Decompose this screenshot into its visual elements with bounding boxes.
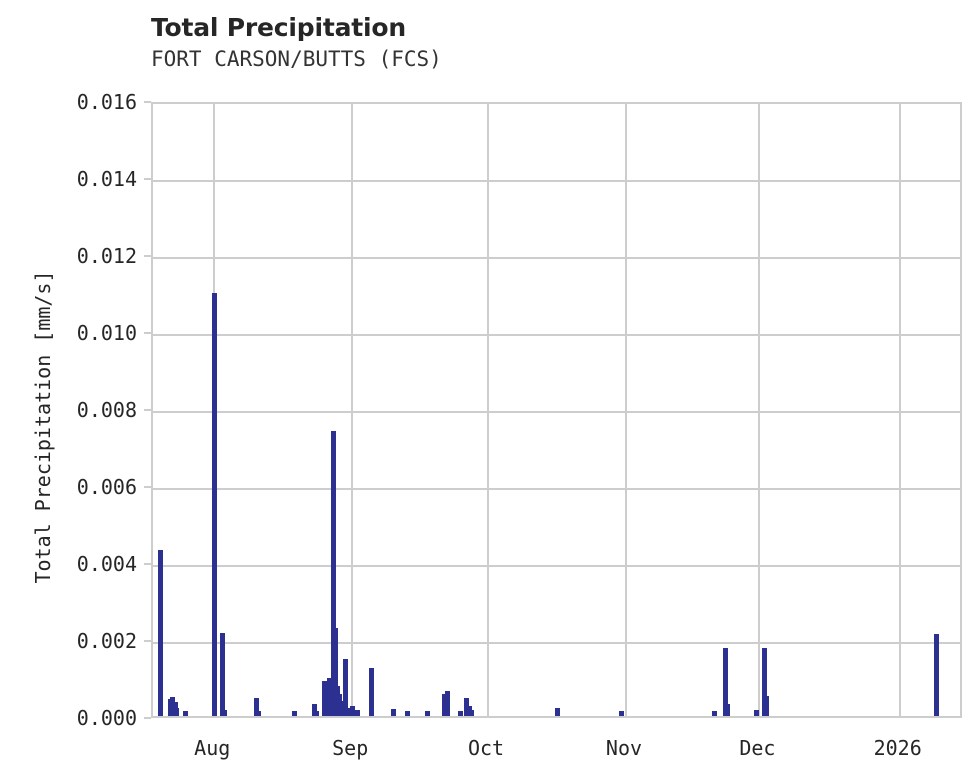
bar <box>469 709 475 716</box>
y-axis-tick-mark <box>144 101 151 103</box>
y-axis-tick-mark <box>144 178 151 180</box>
x-axis-tick-label: Dec <box>739 736 776 760</box>
bar <box>425 711 431 716</box>
bar <box>725 704 731 716</box>
bar <box>464 698 470 716</box>
gridline-horizontal <box>153 180 960 182</box>
x-axis-tick-label: Oct <box>467 736 505 760</box>
bar <box>555 707 561 716</box>
bar <box>762 648 768 716</box>
y-axis-tick-label: 0.012 <box>76 244 137 268</box>
bar <box>405 711 411 716</box>
bar <box>331 431 337 716</box>
bar <box>292 711 298 716</box>
y-axis-tick-mark <box>144 486 151 488</box>
bar <box>211 292 217 716</box>
gridline-horizontal <box>153 334 960 336</box>
bar <box>322 680 328 716</box>
x-axis-tick-label: Aug <box>194 736 231 760</box>
gridline-vertical <box>351 104 354 716</box>
y-axis-tick-mark <box>144 717 151 719</box>
bar <box>369 668 375 716</box>
bar <box>157 549 163 716</box>
y-axis-tick-label: 0.008 <box>76 398 137 422</box>
bar <box>169 696 175 716</box>
bar <box>256 710 262 716</box>
bar <box>324 700 330 716</box>
bar <box>339 700 345 716</box>
x-axis-tick-label: Nov <box>605 736 643 760</box>
bar <box>933 634 939 716</box>
bar <box>312 704 318 716</box>
y-axis-tick-mark <box>144 640 151 642</box>
bar <box>173 707 179 716</box>
bar <box>458 711 464 716</box>
bar <box>442 693 448 716</box>
bar <box>764 695 770 716</box>
title-block: Total Precipitation FORT CARSON/BUTTS (F… <box>151 14 851 73</box>
x-axis-tick-label: 2026 <box>873 736 922 760</box>
bar <box>712 710 718 716</box>
bar <box>355 709 361 716</box>
bar <box>222 709 228 716</box>
y-axis-tick-label: 0.004 <box>76 552 137 576</box>
gridline-horizontal <box>153 411 960 413</box>
bar <box>343 659 349 716</box>
bar <box>327 677 333 716</box>
y-axis-tick-label: 0.014 <box>76 167 137 191</box>
page-title: Total Precipitation <box>151 13 406 42</box>
y-axis-tick-label: 0.010 <box>76 321 137 345</box>
gridline-vertical <box>898 104 901 716</box>
bar <box>754 709 760 716</box>
gridline-horizontal <box>153 257 960 259</box>
y-axis-tick-mark <box>144 409 151 411</box>
bar <box>333 628 339 716</box>
bar <box>345 707 351 716</box>
bar <box>314 711 320 716</box>
gridline-horizontal <box>153 488 960 490</box>
y-axis-tick-mark <box>144 332 151 334</box>
bar <box>391 709 397 716</box>
x-axis-tick-label: Sep <box>332 736 369 760</box>
gridline-vertical <box>758 104 761 716</box>
y-axis-tick-label: 0.016 <box>76 90 137 114</box>
bar <box>723 648 729 716</box>
plot-area <box>151 102 962 718</box>
bar <box>445 691 451 716</box>
y-axis-tick-label: 0.006 <box>76 475 137 499</box>
y-axis-tick-mark <box>144 255 151 257</box>
y-axis-tick-label: 0.000 <box>76 706 137 730</box>
bar <box>182 711 188 716</box>
gridline-vertical <box>624 104 627 716</box>
bar <box>254 698 260 716</box>
bar <box>350 706 356 716</box>
gridline-horizontal <box>153 642 960 644</box>
plot-inner <box>153 104 960 716</box>
y-axis-tick-label: 0.002 <box>76 629 137 653</box>
y-axis-tick-mark <box>144 563 151 565</box>
bar <box>619 710 625 716</box>
chart-subtitle: FORT CARSON/BUTTS (FCS) <box>151 46 442 71</box>
gridline-vertical <box>487 104 490 716</box>
gridline-horizontal <box>153 565 960 567</box>
bar <box>220 632 226 716</box>
